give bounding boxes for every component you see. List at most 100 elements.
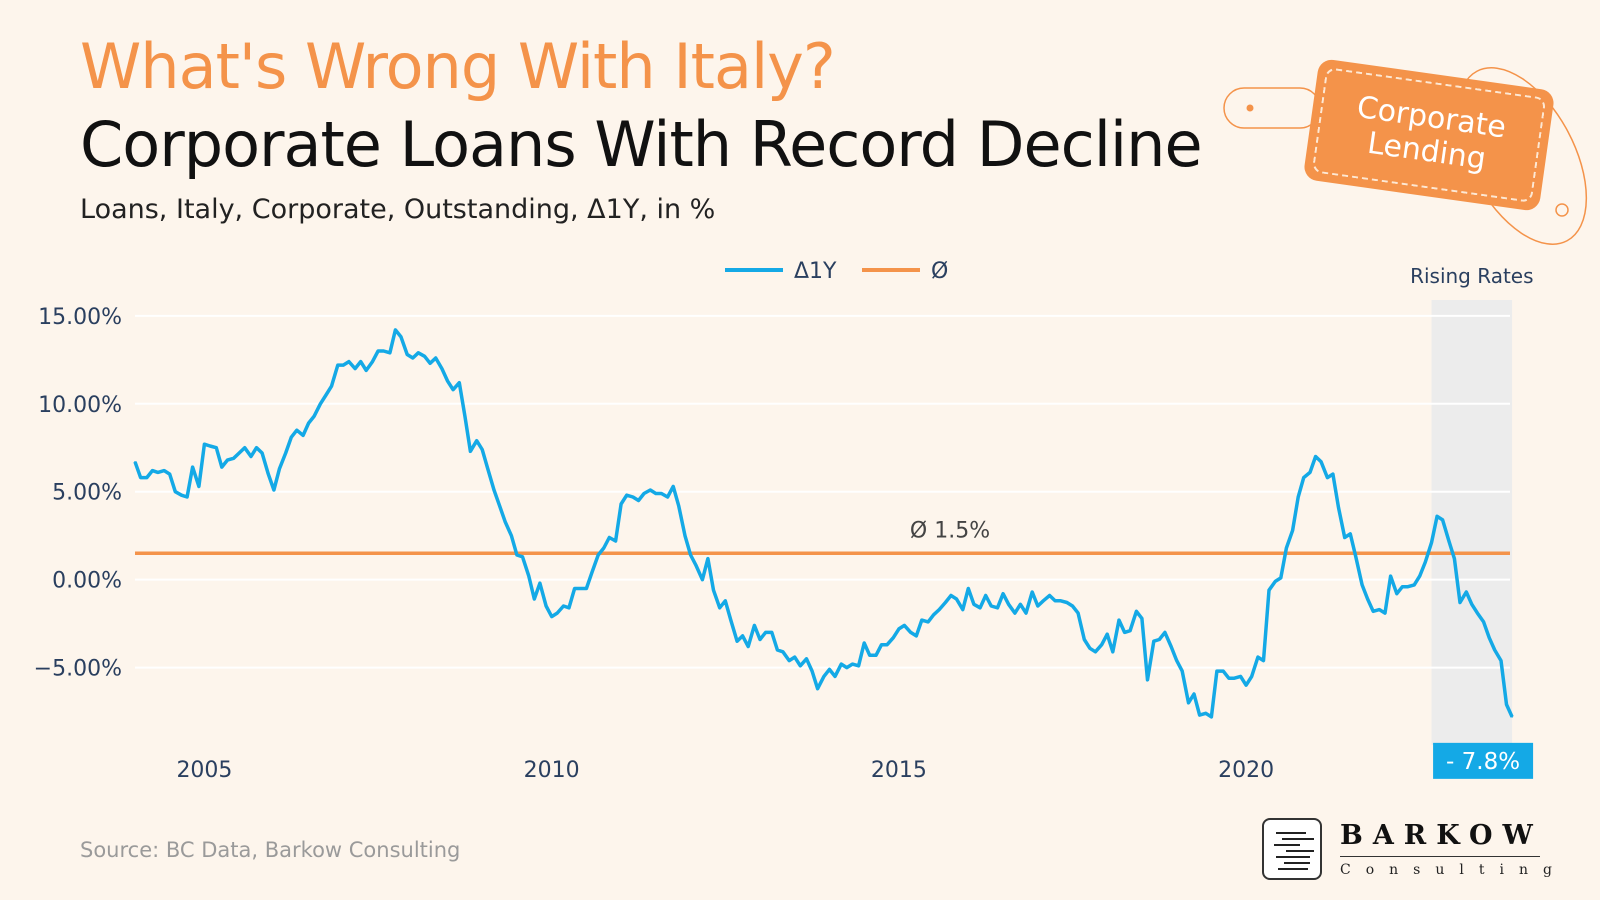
data-point	[1228, 677, 1230, 679]
y-tick-label: 15.00%	[38, 305, 122, 330]
data-point	[1089, 647, 1091, 650]
data-point	[278, 468, 281, 470]
data-point	[226, 459, 229, 461]
data-point	[1250, 675, 1253, 678]
data-point	[325, 394, 327, 396]
data-point	[139, 476, 142, 479]
data-point	[932, 614, 935, 616]
data-point	[597, 554, 599, 556]
data-point	[1106, 633, 1108, 635]
legend-label-average: Ø	[931, 259, 948, 284]
data-point	[1471, 603, 1473, 606]
data-point	[643, 492, 645, 495]
data-point	[585, 587, 588, 590]
data-point	[250, 455, 252, 458]
chart-subtitle: Loans, Italy, Corporate, Outstanding, Δ1…	[80, 194, 716, 225]
data-point	[695, 564, 697, 567]
data-point	[1448, 540, 1450, 542]
data-point	[1326, 476, 1329, 479]
data-point	[1031, 591, 1033, 593]
data-point	[909, 631, 912, 634]
data-point	[1129, 629, 1131, 632]
data-point	[701, 578, 704, 581]
data-point	[337, 364, 339, 366]
data-point	[545, 605, 547, 607]
data-point	[573, 587, 576, 590]
data-point	[487, 468, 489, 470]
last-value-box	[1433, 742, 1534, 779]
data-point	[1413, 584, 1415, 586]
y-tick-label: 10.00%	[38, 393, 122, 418]
data-point	[186, 496, 188, 498]
data-point	[452, 388, 454, 391]
data-point	[707, 557, 709, 560]
rising-rates-label: Rising Rates	[1410, 264, 1533, 288]
data-point	[556, 612, 558, 614]
data-point	[238, 452, 240, 454]
data-point	[863, 642, 865, 644]
data-point	[1465, 591, 1468, 593]
data-point	[568, 607, 570, 609]
data-point	[394, 329, 397, 331]
data-point	[417, 352, 420, 354]
data-point	[1262, 659, 1265, 662]
data-point	[1170, 645, 1172, 648]
data-point	[458, 381, 461, 384]
data-point	[180, 494, 183, 497]
data-point	[1459, 601, 1461, 604]
data-point	[1274, 580, 1277, 583]
legend-label-delta: Δ1Y	[794, 259, 837, 284]
data-point	[880, 643, 883, 646]
data-point	[469, 450, 472, 453]
data-point	[1389, 575, 1392, 577]
data-point	[1430, 541, 1433, 544]
data-point	[614, 540, 617, 542]
chart-title: What's Wrong With Italy?	[80, 30, 836, 103]
data-point	[493, 489, 495, 491]
data-point	[1349, 533, 1352, 535]
data-point	[967, 587, 970, 590]
data-point	[1309, 471, 1311, 474]
data-point	[875, 654, 877, 657]
data-point	[1343, 536, 1346, 539]
logo-subtitle: Consulting	[1340, 862, 1567, 878]
data-point	[603, 547, 605, 549]
data-point	[1002, 592, 1004, 595]
data-point	[1488, 636, 1490, 639]
data-point	[736, 640, 738, 642]
data-point	[389, 352, 391, 354]
data-point	[962, 608, 964, 611]
data-point	[1123, 631, 1126, 634]
data-point	[429, 362, 431, 365]
data-point	[1239, 675, 1242, 678]
data-point	[805, 658, 808, 660]
data-point	[1198, 714, 1201, 716]
data-point	[191, 466, 194, 468]
data-point	[284, 452, 287, 454]
data-point	[1135, 610, 1138, 613]
data-point	[1361, 584, 1363, 586]
data-point	[1291, 529, 1294, 532]
data-point	[168, 473, 171, 475]
data-point	[712, 589, 715, 591]
data-point	[1372, 610, 1374, 613]
data-point	[232, 457, 235, 460]
data-point	[677, 505, 680, 507]
data-point	[921, 619, 923, 621]
data-point	[1094, 651, 1097, 653]
data-point	[273, 489, 275, 491]
data-point	[510, 534, 513, 537]
data-point	[1118, 619, 1120, 621]
data-point	[1476, 612, 1479, 614]
x-tick-label: 2005	[176, 758, 232, 783]
data-point	[528, 575, 530, 577]
data-point	[753, 624, 756, 627]
data-point	[290, 436, 293, 439]
data-point	[608, 536, 611, 539]
data-point	[1424, 561, 1427, 563]
data-point	[979, 607, 981, 609]
data-point	[412, 357, 414, 359]
data-point	[1175, 659, 1178, 662]
data-point	[1112, 651, 1114, 653]
data-point	[533, 598, 536, 600]
